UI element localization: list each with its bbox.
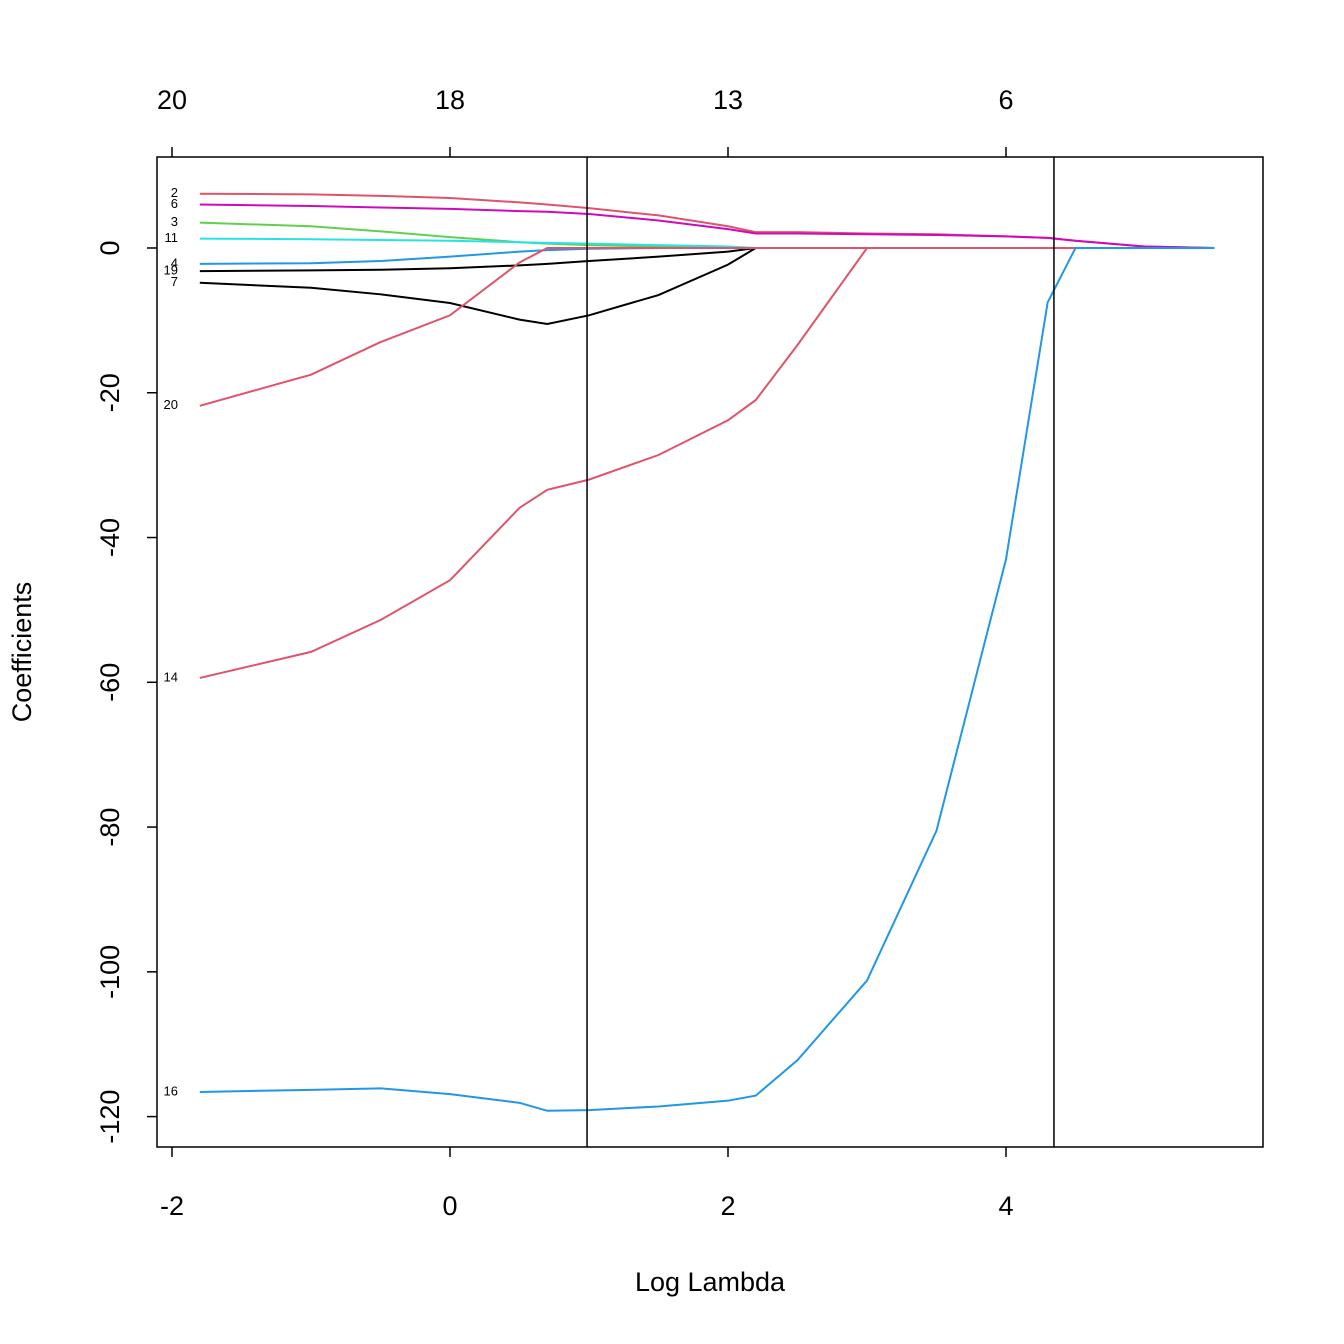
y-tick-label: -100	[95, 945, 125, 999]
top-tick-label: 13	[713, 85, 743, 115]
series-label: 6	[171, 196, 178, 211]
series-line	[199, 246, 1215, 1112]
series-label: 20	[164, 397, 178, 412]
y-tick-label: -40	[95, 518, 125, 557]
y-tick-label: -80	[95, 808, 125, 847]
y-tick-label: -60	[95, 663, 125, 702]
top-tick-label: 20	[157, 85, 187, 115]
y-axis-label: Coefficients	[7, 582, 37, 723]
series-label: 19	[164, 263, 178, 278]
x-tick-label: 2	[720, 1191, 735, 1221]
series-label: 7	[171, 274, 178, 289]
y-tick-label: -20	[95, 373, 125, 412]
series-label: 4	[171, 255, 178, 270]
series-label: 11	[165, 230, 179, 245]
x-tick-label: -2	[160, 1191, 184, 1221]
series-line	[199, 246, 1215, 679]
series-line	[199, 246, 1215, 273]
series-label: 3	[171, 214, 178, 229]
x-axis-label: Log Lambda	[635, 1267, 786, 1297]
x-tick-label: 0	[442, 1191, 457, 1221]
top-tick-label: 6	[998, 85, 1013, 115]
y-tick-label: -120	[95, 1090, 125, 1144]
series-label: 14	[164, 669, 178, 684]
series-line	[199, 246, 1215, 326]
top-tick-label: 18	[435, 85, 465, 115]
series-label: 16	[164, 1083, 178, 1098]
series-line	[199, 203, 1215, 249]
y-tick-label: 0	[95, 240, 125, 255]
plot-frame	[156, 156, 1264, 1148]
x-tick-label: 4	[998, 1191, 1013, 1221]
series-label: 2	[171, 185, 178, 200]
series-line	[199, 246, 1215, 265]
